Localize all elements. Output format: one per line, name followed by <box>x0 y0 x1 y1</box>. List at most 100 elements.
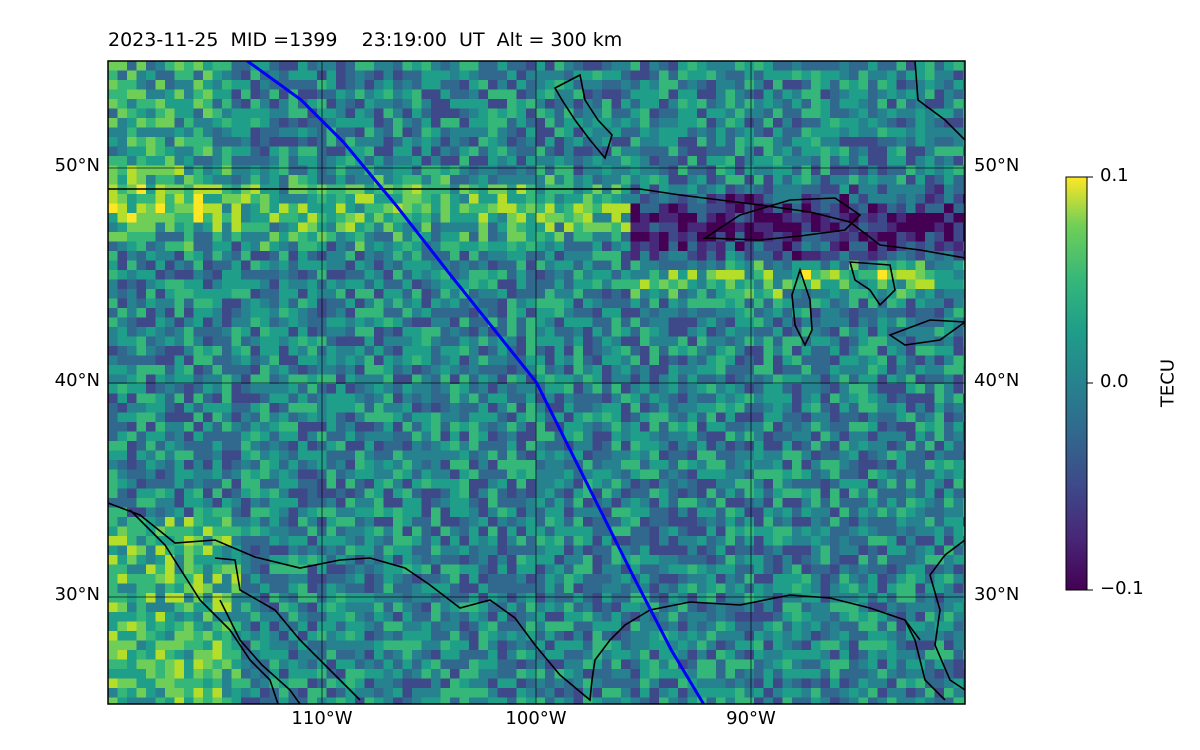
tec-cell <box>165 289 176 300</box>
tec-cell <box>288 232 299 243</box>
tec-cell <box>127 70 138 81</box>
tec-cell <box>839 507 850 518</box>
tec-cell <box>298 536 309 547</box>
tec-cell <box>583 564 594 575</box>
tec-cell <box>184 213 195 224</box>
tec-cell <box>849 289 860 300</box>
tec-cell <box>402 479 413 490</box>
tec-cell <box>431 127 442 138</box>
tec-cell <box>155 450 166 461</box>
tec-cell <box>526 431 537 442</box>
tec-cell <box>326 450 337 461</box>
tec-cell <box>630 156 641 167</box>
tec-cell <box>402 80 413 91</box>
tec-cell <box>953 203 964 214</box>
tec-cell <box>763 137 774 148</box>
tec-cell <box>469 327 480 338</box>
tec-cell <box>288 441 299 452</box>
tec-cell <box>611 127 622 138</box>
tec-cell <box>307 308 318 319</box>
tec-cell <box>174 289 185 300</box>
tec-cell <box>127 441 138 452</box>
tec-cell <box>649 194 660 205</box>
tec-cell <box>165 498 176 509</box>
tec-cell <box>649 80 660 91</box>
tec-cell <box>450 374 461 385</box>
tec-cell <box>345 289 356 300</box>
tec-cell <box>630 70 641 81</box>
tec-cell <box>735 213 746 224</box>
tec-cell <box>402 222 413 233</box>
tec-cell <box>355 479 366 490</box>
tec-cell <box>108 412 119 423</box>
tec-cell <box>915 555 926 566</box>
tec-cell <box>117 298 128 309</box>
tec-cell <box>915 498 926 509</box>
tec-cell <box>516 146 527 157</box>
tec-cell <box>868 213 879 224</box>
tec-cell <box>934 450 945 461</box>
tec-cell <box>241 469 252 480</box>
tec-cell <box>763 232 774 243</box>
tec-cell <box>307 80 318 91</box>
tec-cell <box>402 251 413 262</box>
tec-cell <box>934 327 945 338</box>
tec-cell <box>564 61 575 72</box>
tec-cell <box>706 450 717 461</box>
tec-cell <box>440 108 451 119</box>
tec-cell <box>602 422 613 433</box>
tec-cell <box>564 403 575 414</box>
tec-cell <box>231 213 242 224</box>
tec-cell <box>127 137 138 148</box>
tec-cell <box>887 108 898 119</box>
tec-cell <box>659 450 670 461</box>
tec-cell <box>896 317 907 328</box>
tec-cell <box>716 374 727 385</box>
tec-cell <box>345 232 356 243</box>
tec-cell <box>127 517 138 528</box>
tec-cell <box>184 441 195 452</box>
tec-cell <box>155 469 166 480</box>
tec-cell <box>925 108 936 119</box>
tec-cell <box>383 441 394 452</box>
tec-cell <box>801 175 812 186</box>
tec-cell <box>820 213 831 224</box>
tec-cell <box>896 450 907 461</box>
tec-cell <box>801 450 812 461</box>
tec-cell <box>792 222 803 233</box>
tec-cell <box>545 308 556 319</box>
tec-cell <box>887 298 898 309</box>
tec-cell <box>326 194 337 205</box>
tec-cell <box>222 232 233 243</box>
tec-cell <box>364 61 375 72</box>
tec-cell <box>497 393 508 404</box>
tec-cell <box>535 137 546 148</box>
tec-cell <box>117 175 128 186</box>
tec-cell <box>906 403 917 414</box>
tec-cell <box>782 564 793 575</box>
tec-cell <box>687 469 698 480</box>
tec-cell <box>849 251 860 262</box>
tec-cell <box>934 99 945 110</box>
tec-cell <box>735 203 746 214</box>
tec-cell <box>602 327 613 338</box>
tec-cell <box>716 279 727 290</box>
tec-cell <box>697 384 708 395</box>
tec-cell <box>735 156 746 167</box>
tec-cell <box>925 526 936 537</box>
tec-cell <box>459 469 470 480</box>
tec-cell <box>668 289 679 300</box>
tec-cell <box>488 555 499 566</box>
tec-cell <box>421 222 432 233</box>
tec-cell <box>374 355 385 366</box>
tec-cell <box>659 422 670 433</box>
tec-cell <box>915 89 926 100</box>
tec-cell <box>440 517 451 528</box>
tec-cell <box>659 469 670 480</box>
tec-cell <box>241 564 252 575</box>
tec-cell <box>431 346 442 357</box>
tec-cell <box>649 355 660 366</box>
tec-cell <box>260 469 271 480</box>
tec-cell <box>250 460 261 471</box>
tec-cell <box>383 327 394 338</box>
